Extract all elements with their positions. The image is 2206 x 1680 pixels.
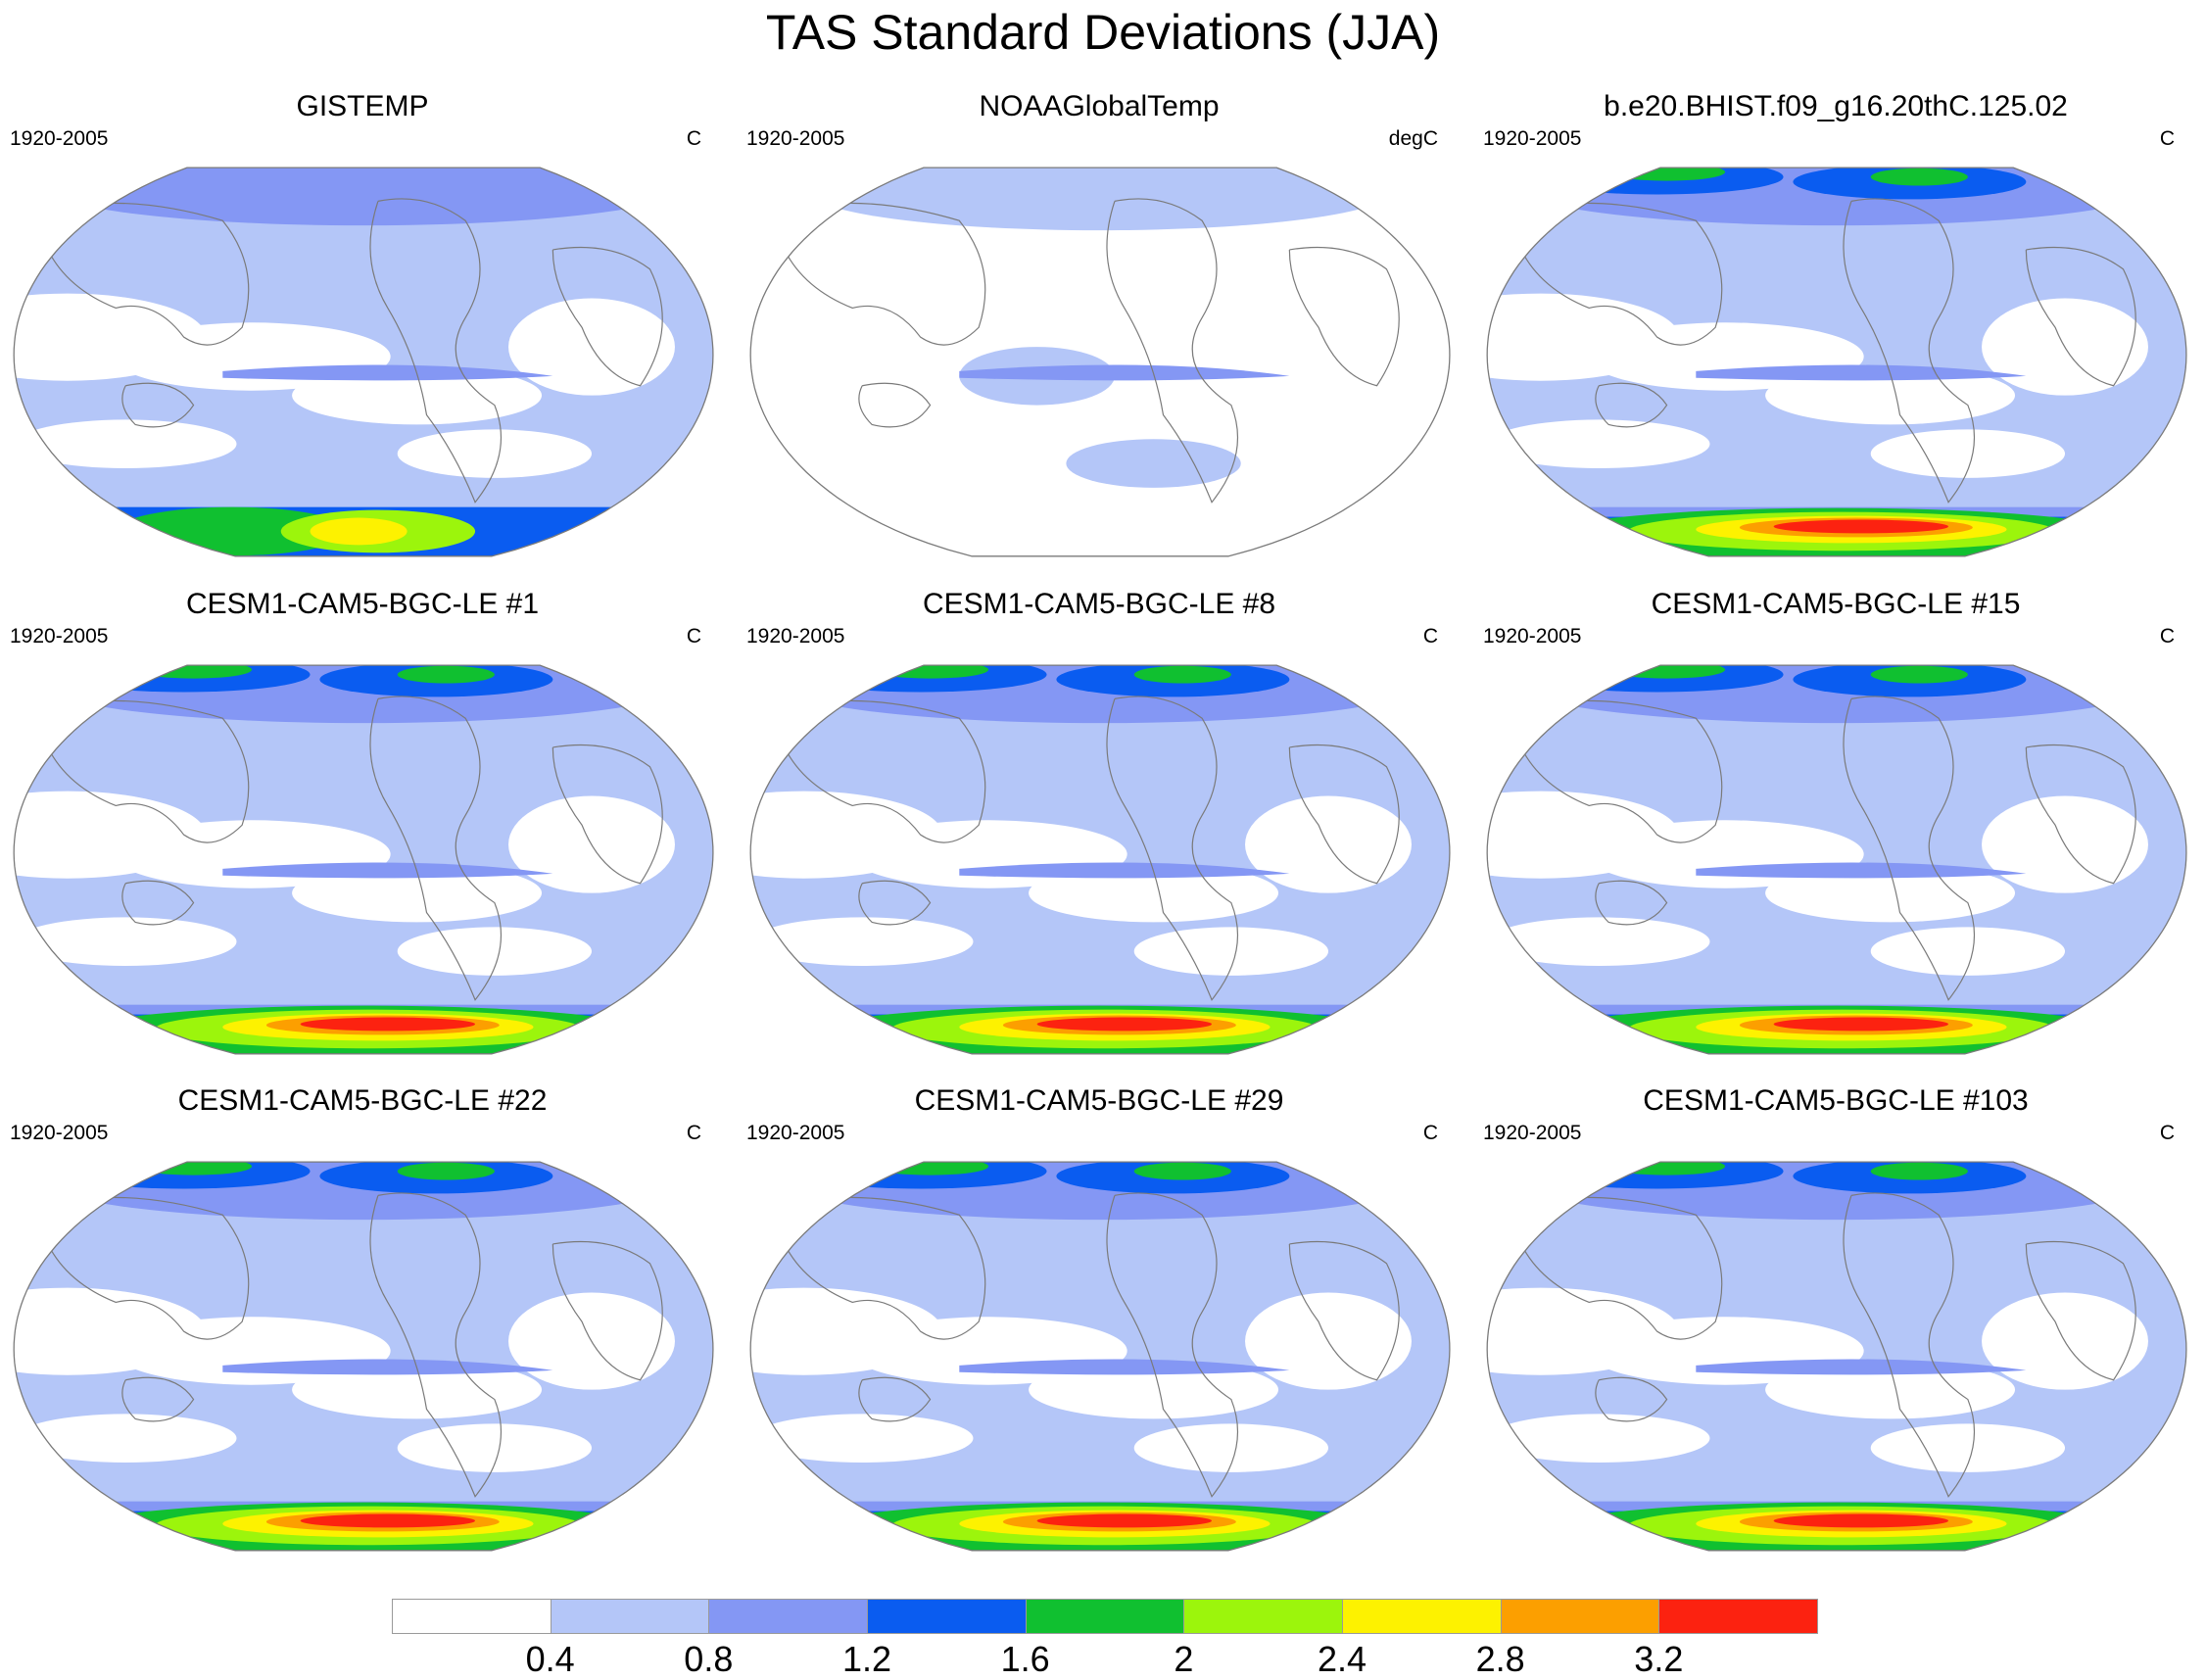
colorbar-box	[392, 1599, 552, 1634]
map-panel: CESM1-CAM5-BGC-LE #29 1920-2005 C	[737, 1084, 1462, 1574]
panel-title: GISTEMP	[296, 90, 429, 122]
map-panel: b.e20.BHIST.f09_g16.20thC.125.02 1920-200…	[1473, 90, 2198, 580]
panel-period: 1920-2005	[10, 127, 109, 150]
robinson-map	[13, 1161, 714, 1552]
map-panel: CESM1-CAM5-BGC-LE #103 1920-2005 C	[1473, 1084, 2198, 1574]
panel-period: 1920-2005	[10, 625, 109, 648]
panel-period: 1920-2005	[1483, 127, 1582, 150]
robinson-map	[749, 1161, 1451, 1552]
colorbar-tick-label: 1.2	[841, 1639, 892, 1679]
panel-units: C	[2159, 127, 2175, 150]
panel-title: NOAAGlobalTemp	[979, 90, 1220, 122]
panel-period: 1920-2005	[746, 625, 845, 648]
panel-units: degC	[1388, 127, 1438, 150]
robinson-map	[1486, 1161, 2187, 1552]
panel-title: CESM1-CAM5-BGC-LE #22	[177, 1084, 548, 1117]
robinson-map	[13, 664, 714, 1055]
map-panel: GISTEMP 1920-2005 C	[0, 90, 725, 580]
panel-title: CESM1-CAM5-BGC-LE #8	[922, 588, 1276, 620]
map-panel: CESM1-CAM5-BGC-LE #15 1920-2005 C	[1473, 588, 2198, 1078]
panel-period: 1920-2005	[746, 1122, 845, 1144]
panel-units: C	[1422, 1122, 1438, 1144]
panel-period: 1920-2005	[1483, 625, 1582, 648]
colorbar-tick-label: 1.6	[1000, 1639, 1050, 1679]
map-panel: CESM1-CAM5-BGC-LE #1 1920-2005 C	[0, 588, 725, 1078]
colorbar-box	[1342, 1599, 1502, 1634]
robinson-map	[1486, 664, 2187, 1055]
colorbar-tick-label: 3.2	[1634, 1639, 1684, 1679]
panel-units: C	[686, 1122, 701, 1144]
panel-title: CESM1-CAM5-BGC-LE #29	[914, 1084, 1284, 1117]
robinson-map	[13, 167, 714, 557]
colorbar-tick-label: 0.4	[525, 1639, 575, 1679]
colorbar-box	[867, 1599, 1027, 1634]
panel-title: CESM1-CAM5-BGC-LE #103	[1643, 1084, 2029, 1117]
colorbar-tick-label: 2.8	[1475, 1639, 1525, 1679]
panel-title: CESM1-CAM5-BGC-LE #15	[1651, 588, 2021, 620]
colorbar-box	[708, 1599, 868, 1634]
colorbar-tick-label: 2.4	[1317, 1639, 1367, 1679]
figure-title: TAS Standard Deviations (JJA)	[765, 5, 1441, 60]
colorbar-tick-label: 2	[1174, 1639, 1194, 1679]
map-panel: CESM1-CAM5-BGC-LE #8 1920-2005 C	[737, 588, 1462, 1078]
colorbar-box	[550, 1599, 710, 1634]
colorbar-box	[1025, 1599, 1185, 1634]
panel-units: C	[2159, 625, 2175, 648]
colorbar-box	[1500, 1599, 1660, 1634]
panel-title: CESM1-CAM5-BGC-LE #1	[185, 588, 540, 620]
robinson-map	[749, 167, 1451, 557]
panel-units: C	[2159, 1122, 2175, 1144]
robinson-map	[1486, 167, 2187, 557]
colorbar	[392, 1599, 1818, 1634]
panel-period: 1920-2005	[746, 127, 845, 150]
colorbar-box	[1183, 1599, 1343, 1634]
map-panel: CESM1-CAM5-BGC-LE #22 1920-2005 C	[0, 1084, 725, 1574]
panel-title: b.e20.BHIST.f09_g16.20thC.125.02	[1604, 90, 2068, 122]
colorbar-box	[1658, 1599, 1818, 1634]
panel-period: 1920-2005	[1483, 1122, 1582, 1144]
colorbar-tick-label: 0.8	[684, 1639, 734, 1679]
panel-units: C	[686, 625, 701, 648]
panel-units: C	[1422, 625, 1438, 648]
map-panel: NOAAGlobalTemp 1920-2005 degC	[737, 90, 1462, 580]
robinson-map	[749, 664, 1451, 1055]
panel-units: C	[686, 127, 701, 150]
panel-period: 1920-2005	[10, 1122, 109, 1144]
